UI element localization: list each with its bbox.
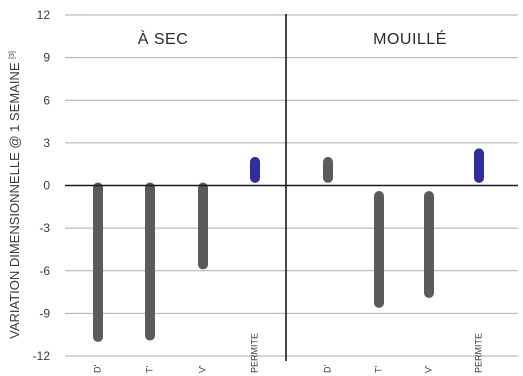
category-label: PERMITE bbox=[249, 333, 259, 373]
category-label: T' bbox=[373, 366, 383, 373]
y-tick-label: 3 bbox=[43, 136, 50, 150]
range-bar bbox=[424, 191, 434, 298]
y-tick-label: 9 bbox=[43, 51, 50, 65]
axes bbox=[65, 14, 518, 361]
category-label: PERMITE bbox=[473, 333, 483, 373]
category-label: D' bbox=[322, 365, 332, 373]
y-tick-label: 6 bbox=[43, 93, 50, 107]
y-tick-label: -9 bbox=[39, 306, 50, 320]
range-bar bbox=[198, 182, 208, 270]
range-bar bbox=[323, 156, 333, 183]
y-tick-label: -3 bbox=[39, 221, 50, 235]
y-tick-label: 12 bbox=[37, 8, 51, 22]
category-label: V' bbox=[423, 365, 433, 373]
y-tick-label: -12 bbox=[33, 349, 51, 363]
gridlines bbox=[65, 14, 518, 357]
y-tick-label: 0 bbox=[43, 179, 50, 193]
category-label: V' bbox=[197, 365, 207, 373]
range-bar bbox=[93, 182, 103, 342]
range-bar bbox=[250, 156, 260, 183]
labels: 12 9 6 3 0 -3 -6 -9 -12 À SEC MOUILLÉ D' T' V' PERMITE… bbox=[7, 8, 483, 373]
y-axis-title: VARIATION DIMENSIONNELLE @ 1 SEMAINE [3] bbox=[7, 51, 22, 339]
category-label: D' bbox=[92, 365, 102, 373]
range-bars bbox=[93, 148, 484, 342]
range-bar bbox=[145, 182, 155, 341]
y-tick-label: -6 bbox=[39, 264, 50, 278]
panel-title: MOUILLÉ bbox=[373, 29, 447, 48]
range-bar bbox=[474, 148, 484, 183]
panel-title: À SEC bbox=[138, 29, 189, 48]
category-label: T' bbox=[144, 366, 154, 373]
range-bar bbox=[374, 191, 384, 308]
